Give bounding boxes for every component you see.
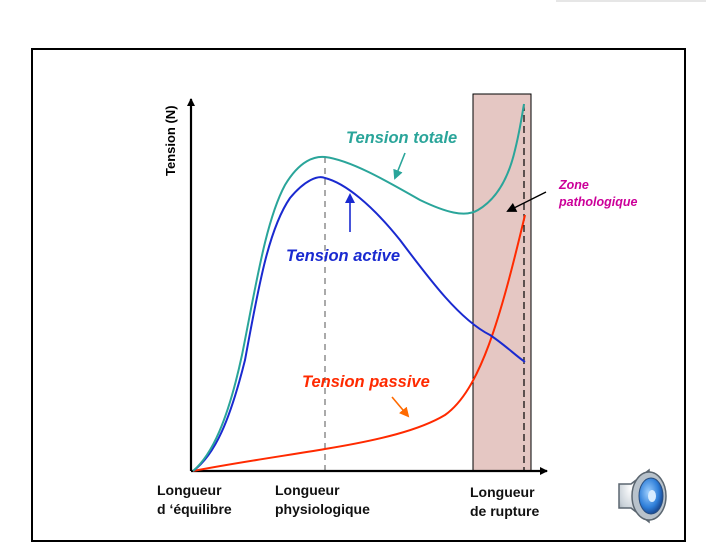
- x-label-equilibrium-line1: Longueur: [157, 482, 222, 498]
- zone-pointer-arrow: [506, 191, 547, 212]
- top-right-divider: [556, 0, 706, 2]
- slide-frame: [31, 48, 686, 542]
- active-tension-label: Tension active: [286, 247, 400, 265]
- passive-tension-pointer-arrow: [391, 396, 410, 418]
- x-label-rupture-line2: de rupture: [470, 503, 539, 519]
- x-label-physiological-line1: Longueur: [275, 482, 340, 498]
- total-tension-label: Tension totale: [346, 129, 457, 147]
- x-label-rupture-line1: Longueur: [470, 484, 535, 500]
- y-axis-title: Tension (N): [163, 105, 178, 176]
- total-tension-curve: [192, 103, 525, 472]
- zone-label-line1: Zone: [558, 178, 589, 192]
- x-label-physiological-line2: physiologique: [275, 501, 370, 517]
- passive-tension-label: Tension passive: [302, 373, 430, 391]
- x-label-equilibrium-line2: d ‘équilibre: [157, 501, 232, 517]
- total-tension-pointer-arrow: [393, 152, 406, 180]
- passive-tension-curve: [192, 214, 526, 472]
- pathological-zone: [472, 93, 532, 472]
- active-tension-curve: [192, 176, 526, 472]
- zone-label-line2: pathologique: [558, 195, 638, 209]
- speaker-icon[interactable]: [618, 468, 667, 524]
